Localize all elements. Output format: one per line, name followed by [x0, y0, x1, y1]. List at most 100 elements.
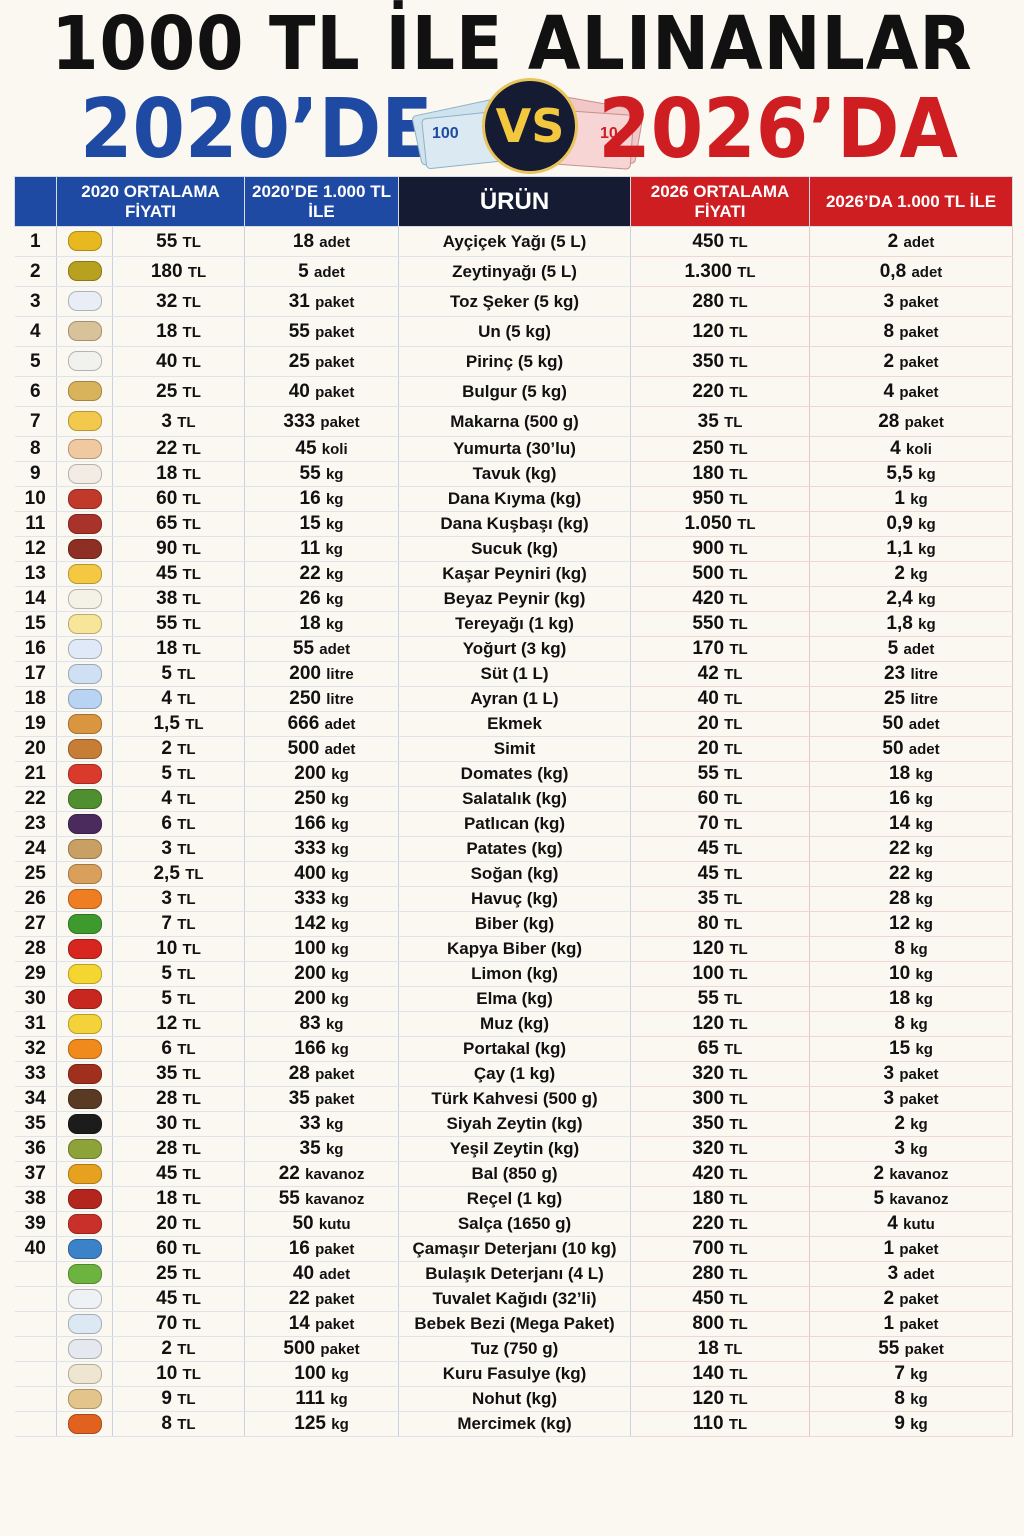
product-icon-cell: [56, 911, 113, 937]
price-2020: 2 TL: [112, 736, 246, 762]
qty-2020: 333 kg: [244, 886, 400, 912]
product-icon-cell: [56, 346, 113, 377]
row-number: 31: [14, 1011, 57, 1037]
qty-2026: 2 adet: [809, 226, 1014, 257]
qty-2026: 1 paket: [809, 1236, 1014, 1262]
row-number: 35: [14, 1111, 57, 1137]
qty-2026: 18 kg: [809, 761, 1014, 787]
sugar-bag-icon: [67, 291, 102, 312]
qty-2026: 4 koli: [809, 436, 1014, 462]
product-icon-cell: [56, 1411, 113, 1437]
product-icon-cell: [56, 256, 113, 287]
product-icon-cell: [56, 536, 113, 562]
table-row: 45 TL 22 paket Tuvalet Kağıdı (32’li) 450 T…: [14, 1286, 1014, 1312]
row-number: 8: [14, 436, 57, 462]
price-2020: 2,5 TL: [112, 861, 246, 887]
qty-2020: 18 adet: [244, 226, 400, 257]
qty-2020: 22 paket: [244, 1286, 400, 1312]
qty-2026: 0,8 adet: [809, 256, 1014, 287]
table-row: 10 TL 100 kg Kuru Fasulye (kg) 140 TL 7 kg: [14, 1361, 1014, 1387]
table-row: 28 10 TL 100 kg Kapya Biber (kg) 120 TL 8 kg: [14, 936, 1014, 962]
price-2026: 280 TL: [630, 286, 811, 317]
row-number: 33: [14, 1061, 57, 1087]
price-2020: 28 TL: [112, 1086, 246, 1112]
qty-2026: 12 kg: [809, 911, 1014, 937]
product-icon-cell: [56, 1336, 113, 1362]
price-2026: 950 TL: [630, 486, 811, 512]
row-number: 40: [14, 1236, 57, 1262]
qty-2026: 2 kg: [809, 561, 1014, 587]
product-name: Türk Kahvesi (500 g): [398, 1086, 632, 1112]
product-icon-cell: [56, 1136, 113, 1162]
row-number: 25: [14, 861, 57, 887]
price-2020: 45 TL: [112, 1286, 246, 1312]
product-name: Bulgur (5 kg): [398, 376, 632, 407]
qty-2020: 500 adet: [244, 736, 400, 762]
table-row: 21 5 TL 200 kg Domates (kg) 55 TL 18 kg: [14, 761, 1014, 787]
product-icon-cell: [56, 226, 113, 257]
qty-2020: 16 paket: [244, 1236, 400, 1262]
table-row: 39 20 TL 50 kutu Salça (1650 g) 220 TL 4 kutu: [14, 1211, 1014, 1237]
product-name: Domates (kg): [398, 761, 632, 787]
price-2020: 38 TL: [112, 586, 246, 612]
price-2026: 60 TL: [630, 786, 811, 812]
qty-2020: 200 kg: [244, 761, 400, 787]
product-name: Portakal (kg): [398, 1036, 632, 1062]
row-number: [14, 1411, 57, 1437]
price-2020: 45 TL: [112, 561, 246, 587]
row-number: 32: [14, 1036, 57, 1062]
price-2020: 5 TL: [112, 986, 246, 1012]
row-number: 37: [14, 1161, 57, 1187]
price-2026: 120 TL: [630, 936, 811, 962]
qty-2020: 5 adet: [244, 256, 400, 287]
bread-icon: [67, 713, 102, 734]
row-number: [14, 1386, 57, 1412]
table-row: 24 3 TL 333 kg Patates (kg) 45 TL 22 kg: [14, 836, 1014, 862]
price-2026: 180 TL: [630, 461, 811, 487]
qty-2020: 166 kg: [244, 1036, 400, 1062]
price-2026: 420 TL: [630, 1161, 811, 1187]
page-title: 1000 TL İLE ALINANLAR: [51, 1, 973, 87]
vs-badge: VS: [482, 78, 578, 174]
price-2020: 18 TL: [112, 461, 246, 487]
qty-2026: 14 kg: [809, 811, 1014, 837]
minced-meat-icon: [67, 488, 102, 509]
price-2020: 5 TL: [112, 661, 246, 687]
row-number: 18: [14, 686, 57, 712]
qty-2026: 18 kg: [809, 986, 1014, 1012]
qty-2026: 28 paket: [809, 406, 1014, 437]
price-2026: 110 TL: [630, 1411, 811, 1437]
table-row: 3 32 TL 31 paket Toz Şeker (5 kg) 280 TL 3 pa…: [14, 286, 1014, 317]
price-2020: 22 TL: [112, 436, 246, 462]
table-row: 1 55 TL 18 adet Ayçiçek Yağı (5 L) 450 TL 2 a…: [14, 226, 1014, 257]
carrot-icon: [67, 888, 102, 909]
price-2026: 120 TL: [630, 1011, 811, 1037]
product-name: Patlıcan (kg): [398, 811, 632, 837]
product-name: Bebek Bezi (Mega Paket): [398, 1311, 632, 1337]
product-icon-cell: [56, 1386, 113, 1412]
qty-2026: 0,9 kg: [809, 511, 1014, 537]
row-number: 26: [14, 886, 57, 912]
svg-text:100: 100: [432, 125, 459, 142]
price-2026: 350 TL: [630, 346, 811, 377]
product-name: Biber (kg): [398, 911, 632, 937]
product-icon-cell: [56, 1186, 113, 1212]
price-2020: 180 TL: [112, 256, 246, 287]
price-2026: 18 TL: [630, 1336, 811, 1362]
row-number: 4: [14, 316, 57, 347]
price-2026: 70 TL: [630, 811, 811, 837]
table-row: 35 30 TL 33 kg Siyah Zeytin (kg) 350 TL 2 kg: [14, 1111, 1014, 1137]
qty-2020: 100 kg: [244, 936, 400, 962]
product-icon-cell: [56, 511, 113, 537]
qty-2026: 3 paket: [809, 286, 1014, 317]
product-icon-cell: [56, 376, 113, 407]
table-row: 25 2,5 TL 400 kg Soğan (kg) 45 TL 22 kg: [14, 861, 1014, 887]
price-2026: 180 TL: [630, 1186, 811, 1212]
price-2020: 5 TL: [112, 961, 246, 987]
qty-2020: 55 kavanoz: [244, 1186, 400, 1212]
product-icon-cell: [56, 636, 113, 662]
header-qty-2026: 2026’DA 1.000 TL İLE: [809, 176, 1014, 227]
white-cheese-icon: [67, 588, 102, 609]
price-2020: 32 TL: [112, 286, 246, 317]
qty-2020: 666 adet: [244, 711, 400, 737]
